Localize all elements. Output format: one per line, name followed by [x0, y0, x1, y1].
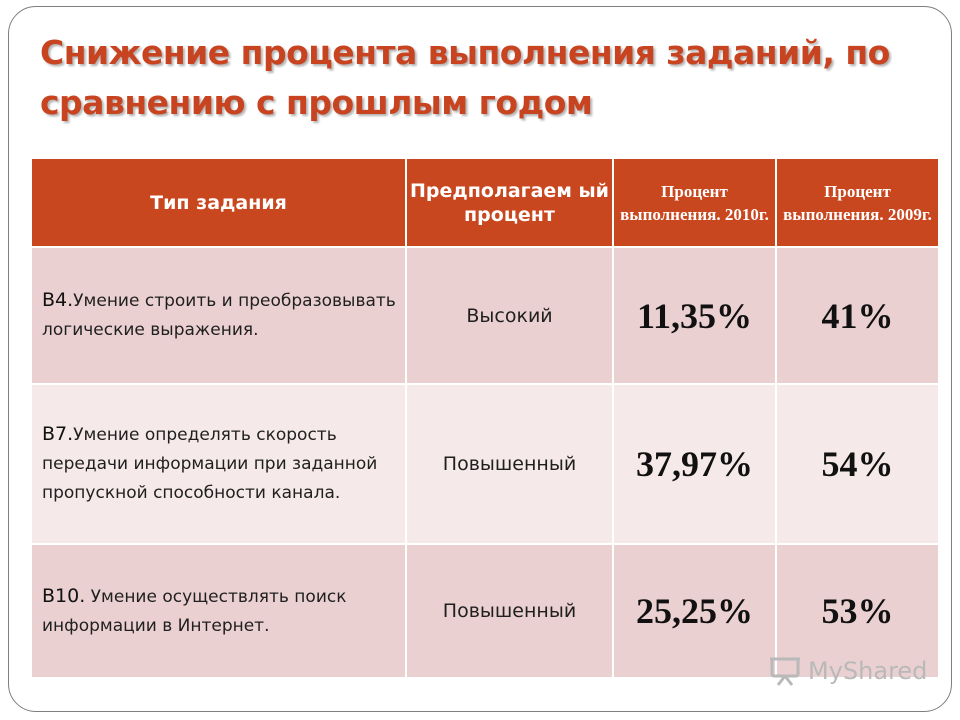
slide-title: Снижение процента выполнения заданий, по…	[40, 33, 890, 122]
header-pct-2009: Процент выполнения. 2009г.	[775, 157, 940, 248]
task-code: В7.	[42, 423, 74, 445]
expected-level: Повышенный	[405, 543, 614, 679]
expected-level: Высокий	[405, 246, 614, 385]
pct-2009: 41%	[775, 246, 940, 385]
task-code: В10.	[42, 584, 86, 607]
presentation-board-icon	[770, 657, 800, 686]
table-row: В4.Умение строить и преобразовывать логи…	[30, 246, 940, 385]
table-header-row: Тип задания Предполагаем ый процент Проц…	[30, 157, 940, 248]
header-expected-level: Предполагаем ый процент	[405, 157, 614, 248]
task-text: Умение определять скорость передачи инфо…	[42, 425, 378, 503]
header-task-type: Тип задания	[30, 157, 407, 248]
pct-2009: 53%	[775, 543, 940, 679]
header-pct-2010: Процент выполнения. 2010г.	[612, 157, 777, 248]
tasks-table: Тип задания Предполагаем ый процент Проц…	[30, 157, 940, 679]
watermark-text: MyShared	[808, 657, 928, 685]
pct-2010: 37,97%	[612, 383, 777, 545]
expected-level: Повышенный	[405, 383, 614, 545]
task-text: Умение осуществлять поиск информации в И…	[42, 586, 347, 636]
table-row: В7.Умение определять скорость передачи и…	[30, 383, 940, 545]
task-description: В7.Умение определять скорость передачи и…	[30, 383, 407, 545]
watermark: MyShared	[768, 656, 927, 686]
task-text: Умение строить и преобразовывать логичес…	[42, 291, 396, 340]
task-description: В10. Умение осуществлять поиск информаци…	[30, 543, 407, 679]
task-description: В4.Умение строить и преобразовывать логи…	[30, 246, 407, 385]
pct-2010: 25,25%	[612, 543, 777, 679]
pct-2010: 11,35%	[612, 246, 777, 385]
pct-2009: 54%	[775, 383, 940, 545]
task-code: В4.	[42, 289, 74, 311]
table-row: В10. Умение осуществлять поиск информаци…	[30, 543, 940, 679]
